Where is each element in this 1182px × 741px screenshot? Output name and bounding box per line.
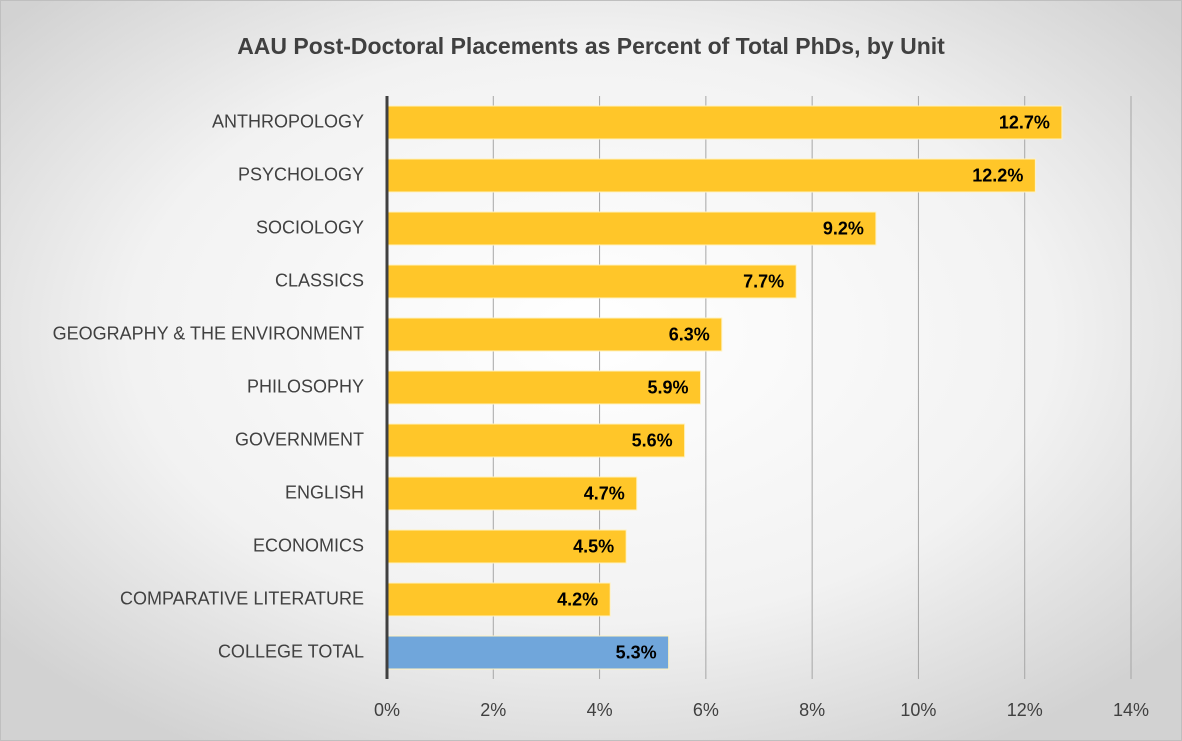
bar xyxy=(386,105,1063,140)
x-tick-label: 0% xyxy=(374,700,400,720)
bar xyxy=(386,423,686,458)
bar xyxy=(386,317,723,352)
bar xyxy=(386,635,670,670)
value-label: 12.7% xyxy=(999,112,1050,132)
y-tick-label: SOCIOLOGY xyxy=(256,217,364,237)
bar xyxy=(386,370,702,405)
bar xyxy=(386,158,1036,193)
y-tick-label: ENGLISH xyxy=(285,482,364,502)
y-tick-label: ANTHROPOLOGY xyxy=(212,111,364,131)
y-tick-label: CLASSICS xyxy=(275,270,364,290)
bar xyxy=(386,476,638,511)
x-tick-label: 12% xyxy=(1007,700,1043,720)
x-tick-label: 6% xyxy=(693,700,719,720)
value-label: 5.6% xyxy=(632,430,673,450)
y-tick-label: COLLEGE TOTAL xyxy=(218,641,364,661)
x-tick-label: 2% xyxy=(480,700,506,720)
value-label: 6.3% xyxy=(669,324,710,344)
y-tick-label: PHILOSOPHY xyxy=(247,376,364,396)
y-tick-label: ECONOMICS xyxy=(253,535,364,555)
bar xyxy=(386,264,797,299)
value-label: 4.5% xyxy=(573,536,614,556)
bar xyxy=(386,582,611,617)
x-tick-label: 8% xyxy=(799,700,825,720)
y-tick-label: PSYCHOLOGY xyxy=(238,164,364,184)
bar xyxy=(386,211,877,246)
bar xyxy=(386,529,627,564)
y-tick-label: COMPARATIVE LITERATURE xyxy=(120,588,364,608)
y-tick-label: GEOGRAPHY & THE ENVIRONMENT xyxy=(53,323,364,343)
x-tick-label: 10% xyxy=(900,700,936,720)
chart-title: AAU Post-Doctoral Placements as Percent … xyxy=(237,33,945,59)
value-label: 5.3% xyxy=(616,642,657,662)
x-tick-label: 4% xyxy=(587,700,613,720)
value-label: 4.2% xyxy=(557,589,598,609)
value-label: 5.9% xyxy=(648,377,689,397)
value-label: 7.7% xyxy=(743,271,784,291)
value-label: 4.7% xyxy=(584,483,625,503)
value-label: 9.2% xyxy=(823,218,864,238)
x-tick-label: 14% xyxy=(1113,700,1149,720)
value-label: 12.2% xyxy=(972,165,1023,185)
y-tick-label: GOVERNMENT xyxy=(235,429,364,449)
